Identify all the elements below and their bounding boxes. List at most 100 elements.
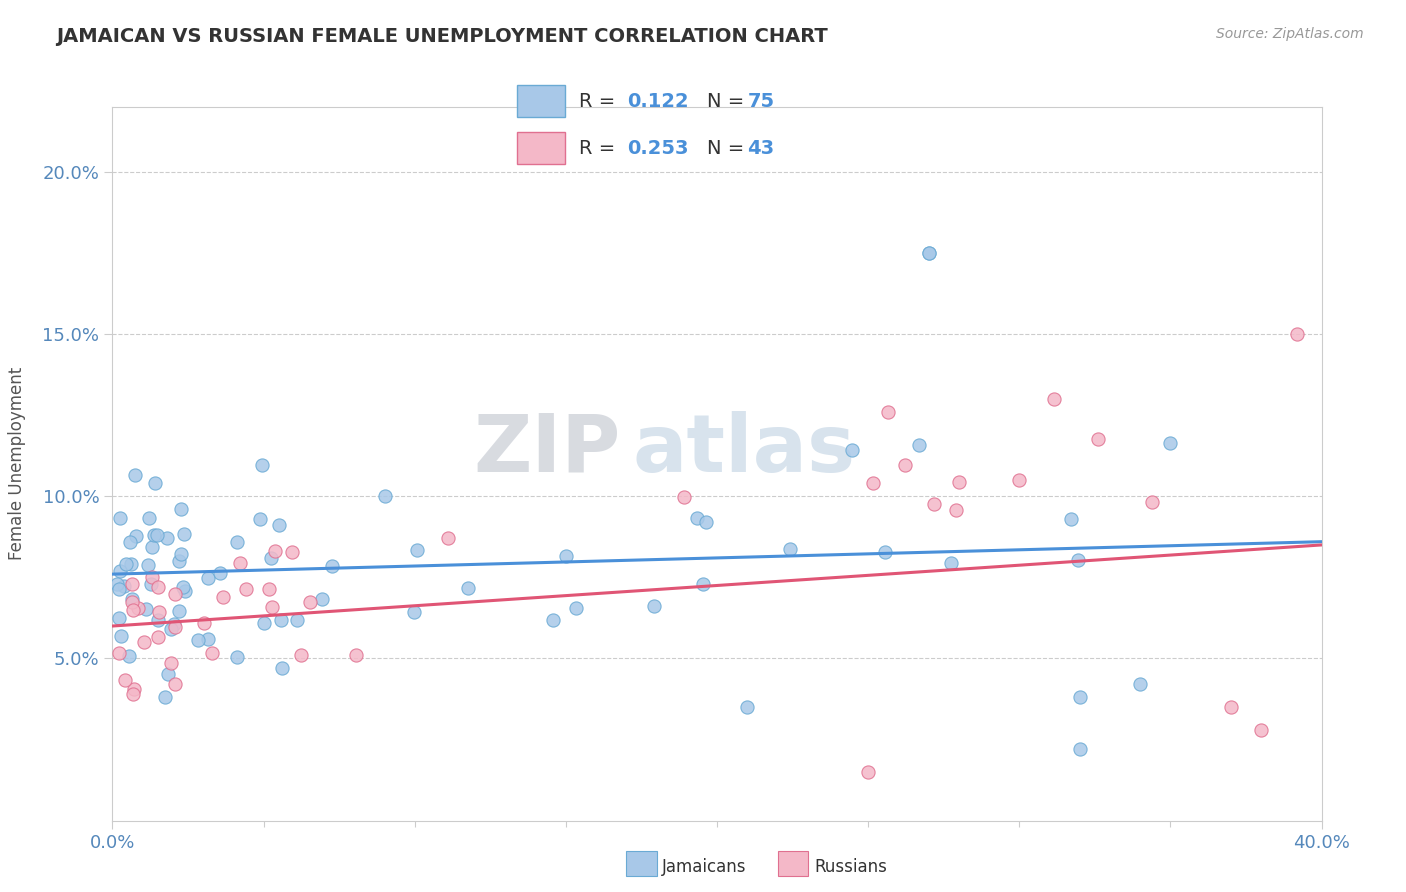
Point [127, 601, 149, 615]
Point [118, 534, 141, 549]
Point [250, 458, 273, 473]
Y-axis label: Female Unemployment: Female Unemployment [7, 368, 25, 560]
Point [1140, 495, 1163, 509]
Point [143, 475, 166, 490]
Point [226, 535, 249, 549]
Text: atlas: atlas [633, 410, 855, 489]
Text: 43: 43 [748, 139, 775, 158]
Point [118, 649, 141, 664]
Point [264, 544, 287, 558]
Point [856, 764, 880, 779]
FancyBboxPatch shape [517, 86, 565, 118]
Point [876, 405, 898, 419]
Point [197, 632, 219, 646]
Point [163, 677, 186, 691]
Point [122, 681, 145, 696]
Point [267, 517, 290, 532]
Point [146, 613, 169, 627]
Point [146, 631, 169, 645]
Point [918, 246, 941, 260]
Point [148, 580, 170, 594]
FancyBboxPatch shape [517, 132, 565, 164]
Point [163, 620, 186, 634]
Point [108, 564, 131, 578]
Point [235, 582, 257, 597]
Point [945, 502, 967, 516]
Point [554, 549, 576, 563]
Point [143, 528, 166, 542]
Point [873, 545, 896, 559]
Point [253, 615, 276, 630]
Point [1069, 742, 1091, 756]
Text: Source: ZipAtlas.com: Source: ZipAtlas.com [1216, 27, 1364, 41]
Point [692, 577, 714, 591]
Point [1067, 553, 1090, 567]
Point [153, 690, 176, 705]
Point [225, 650, 247, 665]
Text: 0.253: 0.253 [627, 139, 689, 158]
Point [270, 613, 292, 627]
Point [107, 646, 129, 660]
Point [121, 595, 143, 609]
Point [112, 579, 135, 593]
Point [374, 489, 396, 503]
Point [110, 629, 132, 643]
Point [229, 556, 252, 570]
Point [321, 559, 343, 574]
Point [163, 587, 186, 601]
Point [298, 595, 321, 609]
Point [136, 558, 159, 573]
Point [939, 556, 962, 570]
Point [173, 526, 195, 541]
Point [737, 700, 759, 714]
Point [287, 614, 309, 628]
Point [146, 528, 169, 542]
Point [167, 554, 190, 568]
Point [125, 529, 148, 543]
Point [695, 515, 717, 529]
Point [135, 602, 157, 616]
Point [187, 633, 209, 648]
Point [193, 616, 215, 631]
Text: N =: N = [707, 139, 751, 158]
Point [894, 458, 917, 472]
Point [862, 476, 884, 491]
Point [1087, 432, 1109, 446]
Point [115, 557, 138, 571]
Point [311, 591, 333, 606]
Point [257, 582, 280, 596]
Point [1159, 435, 1181, 450]
Point [457, 581, 479, 595]
Point [160, 622, 183, 636]
Point [167, 604, 190, 618]
Text: N =: N = [707, 92, 751, 111]
Point [271, 661, 294, 675]
Point [1250, 723, 1272, 737]
Point [1008, 473, 1031, 487]
Point [110, 510, 132, 524]
Point [211, 591, 233, 605]
Point [1060, 511, 1083, 525]
Point [107, 611, 129, 625]
Point [543, 614, 565, 628]
Point [114, 673, 136, 687]
Point [1286, 327, 1309, 342]
Point [841, 442, 863, 457]
Point [948, 475, 970, 489]
Point [201, 646, 224, 660]
Text: 0.122: 0.122 [627, 92, 689, 111]
Point [156, 531, 179, 545]
Text: JAMAICAN VS RUSSIAN FEMALE UNEMPLOYMENT CORRELATION CHART: JAMAICAN VS RUSSIAN FEMALE UNEMPLOYMENT … [56, 27, 828, 45]
Point [134, 634, 156, 648]
Point [156, 667, 179, 681]
Point [107, 582, 129, 597]
Point [170, 501, 193, 516]
Point [163, 617, 186, 632]
Point [141, 540, 163, 554]
Text: Jamaicans: Jamaicans [662, 858, 747, 876]
Point [1069, 690, 1091, 705]
Point [141, 570, 163, 584]
Point [290, 648, 312, 662]
Point [139, 577, 162, 591]
Text: 75: 75 [748, 92, 775, 111]
